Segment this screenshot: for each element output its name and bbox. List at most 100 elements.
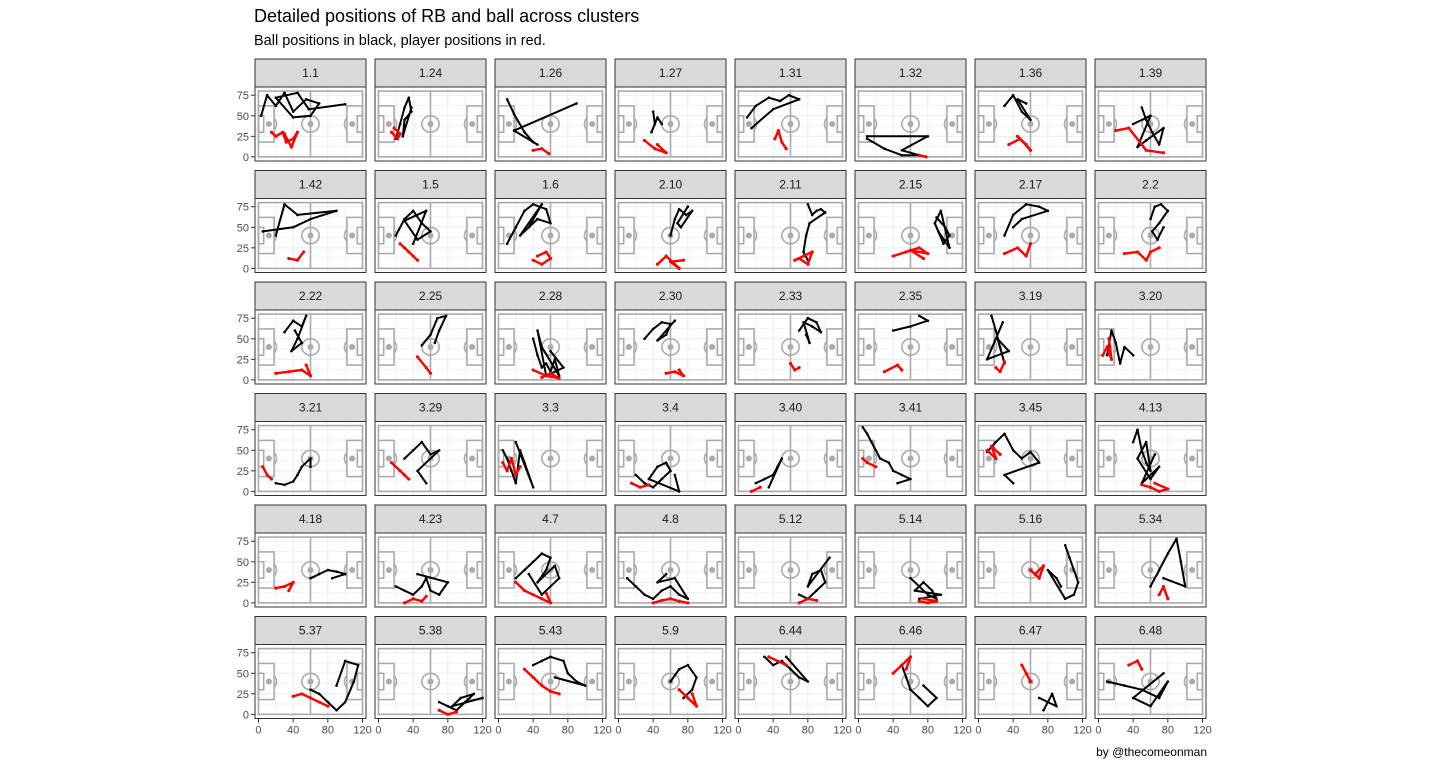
penalty-arc-right xyxy=(583,452,588,465)
six-yard-box-right xyxy=(956,672,964,691)
ball-point xyxy=(1149,704,1152,708)
ball-point xyxy=(996,337,999,341)
y-tick-label: 0 xyxy=(243,375,249,387)
facet-label: 1.26 xyxy=(539,66,563,80)
six-yard-box-left xyxy=(1097,114,1105,134)
six-yard-box-left xyxy=(617,114,625,134)
player-point xyxy=(291,694,295,698)
ball-point xyxy=(926,319,930,322)
centre-circle xyxy=(1021,337,1040,357)
player-point xyxy=(1015,134,1020,138)
facet-panel: 3.3 xyxy=(494,393,607,496)
penalty-arc-left xyxy=(513,117,518,131)
facet-label: 4.7 xyxy=(542,512,559,526)
penalty-spot-left xyxy=(865,455,872,462)
ball-point xyxy=(806,316,810,320)
penalty-spot-right xyxy=(349,455,356,462)
ball-point xyxy=(523,568,526,572)
player-point xyxy=(407,250,411,254)
penalty-arc-right xyxy=(1063,229,1068,242)
y-tick-label: 50 xyxy=(237,445,249,457)
ball-point xyxy=(1118,362,1122,365)
ball-point xyxy=(690,688,694,692)
facet-label: 2.22 xyxy=(299,289,323,303)
player-point xyxy=(989,444,994,448)
facet-strip xyxy=(614,170,727,199)
player-path xyxy=(1115,126,1164,154)
ball-point xyxy=(664,461,668,464)
player-point xyxy=(1157,489,1161,493)
penalty-spot-right xyxy=(589,344,596,350)
player-point xyxy=(985,448,989,452)
facet-strip xyxy=(494,616,607,645)
penalty-arc-right xyxy=(703,675,708,688)
panel-border xyxy=(974,532,1087,608)
penalty-spot-right xyxy=(829,678,836,685)
centre-spot xyxy=(1027,455,1034,462)
facet-panel: 5.14 xyxy=(854,504,967,608)
penalty-arc-left xyxy=(873,229,878,242)
penalty-arc-right xyxy=(1183,117,1188,131)
ball-point xyxy=(429,333,432,336)
six-yard-box-right xyxy=(716,337,724,357)
ball-point xyxy=(650,130,653,134)
facet-panel: 2.17 xyxy=(974,170,1087,273)
six-yard-box-right xyxy=(1196,449,1204,468)
ball-path xyxy=(1106,672,1169,708)
player-point xyxy=(407,477,411,481)
ball-point xyxy=(686,597,690,601)
ball-point xyxy=(437,329,441,332)
pitch-markings xyxy=(617,90,724,158)
facet-label: 1.24 xyxy=(419,66,443,80)
pitch-markings xyxy=(977,90,1084,158)
six-yard-box-left xyxy=(737,226,745,245)
player-point xyxy=(677,368,681,372)
player-point xyxy=(686,601,690,605)
player-path xyxy=(390,127,402,141)
six-yard-box-right xyxy=(1076,226,1084,245)
six-yard-box-right xyxy=(716,672,724,691)
penalty-spot-right xyxy=(709,455,716,462)
centre-circle xyxy=(421,672,440,691)
ball-point xyxy=(1149,477,1152,481)
centre-spot xyxy=(1147,232,1154,239)
player-point xyxy=(1037,576,1041,580)
facet-panel: 5.12 xyxy=(734,504,847,608)
facet-label: 3.45 xyxy=(1019,401,1043,415)
panel-border xyxy=(854,309,967,385)
penalty-arc-right xyxy=(343,675,348,688)
ball-point xyxy=(802,321,805,324)
player-point xyxy=(398,242,402,246)
six-yard-box-left xyxy=(1097,449,1105,468)
centre-circle xyxy=(1021,672,1040,691)
ball-point xyxy=(1157,568,1161,572)
player-point xyxy=(1161,584,1166,589)
player-point xyxy=(389,461,394,465)
penalty-arc-left xyxy=(513,452,518,465)
penalty-spot-left xyxy=(745,567,752,573)
centre-circle xyxy=(901,114,920,134)
facet-label: 5.14 xyxy=(899,512,923,526)
ball-point xyxy=(429,453,432,456)
penalty-arc-right xyxy=(703,563,708,577)
six-yard-box-left xyxy=(737,449,745,468)
player-point xyxy=(287,370,291,374)
penalty-spot-left xyxy=(625,344,632,350)
penalty-arc-right xyxy=(583,563,588,577)
penalty-spot-left xyxy=(625,121,632,127)
player-point xyxy=(1028,679,1033,684)
penalty-arc-left xyxy=(873,340,878,354)
player-point xyxy=(1127,663,1131,667)
player-point xyxy=(415,355,420,359)
penalty-arc-right xyxy=(583,117,588,131)
centre-spot xyxy=(1027,232,1034,239)
ball-point xyxy=(828,556,831,559)
ball-point xyxy=(930,589,934,592)
penalty-arc-left xyxy=(393,675,398,688)
ball-point xyxy=(296,473,299,477)
player-point xyxy=(514,473,518,477)
penalty-arc-left xyxy=(1113,117,1118,131)
player-point xyxy=(540,684,544,688)
six-yard-box-left xyxy=(857,226,865,245)
ball-point xyxy=(309,688,312,692)
